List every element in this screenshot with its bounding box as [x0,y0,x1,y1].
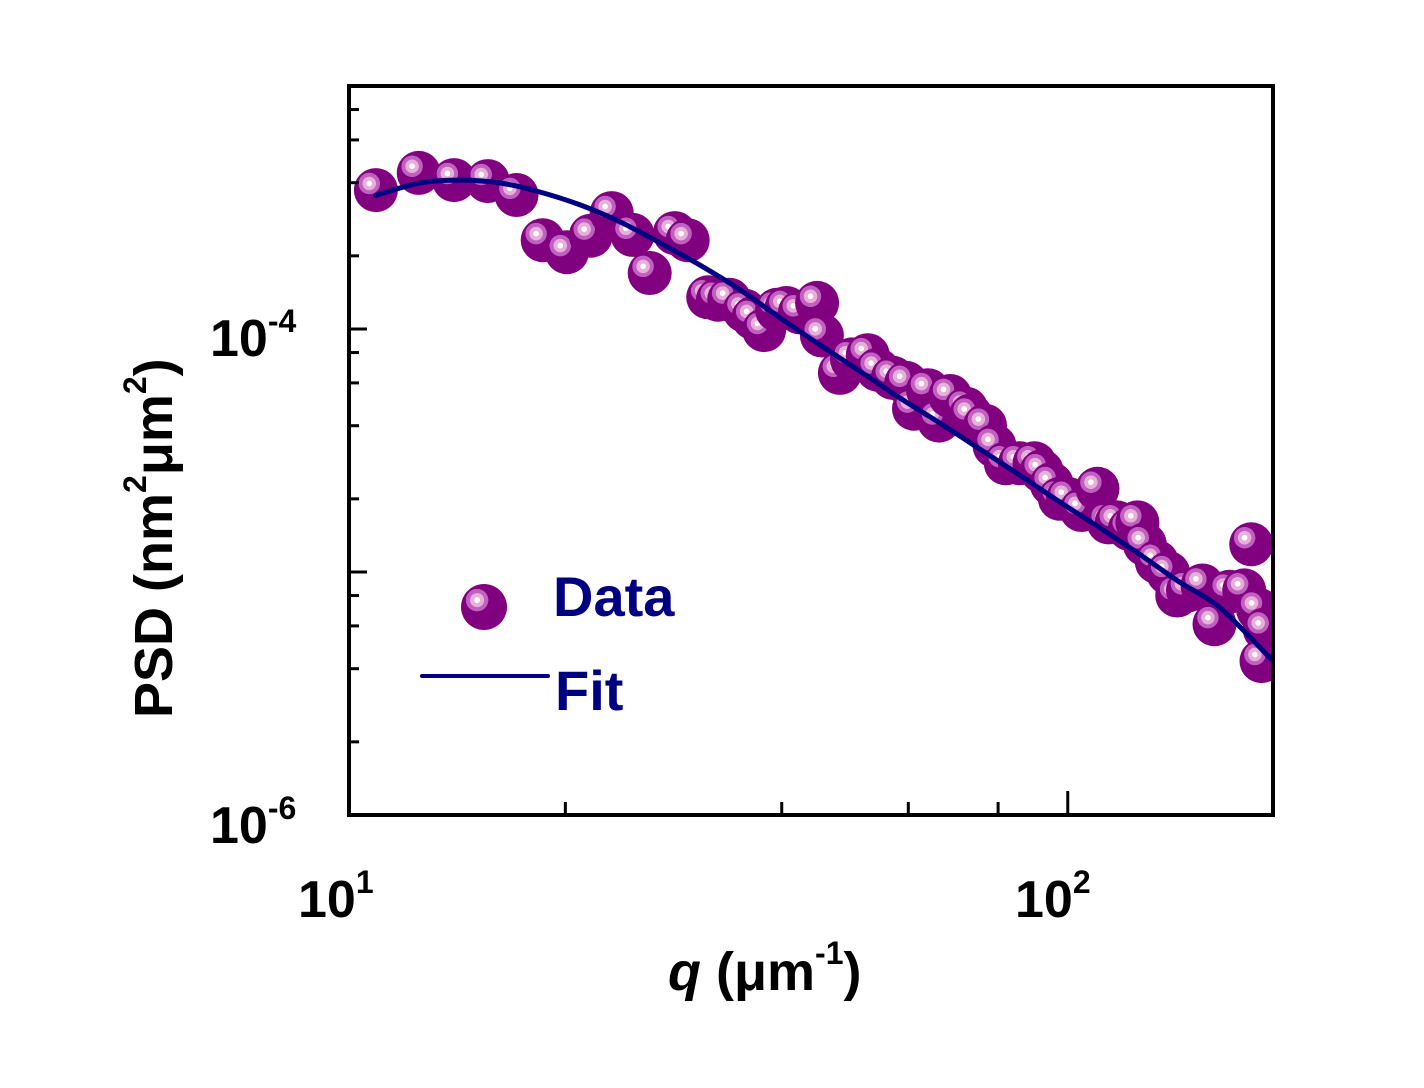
data-point [627,251,672,295]
x-tick-label-10: 101 [298,864,374,929]
data-point [353,168,398,213]
x-tick-label-100: 102 [1015,864,1091,929]
y-tick-label-1e-4: 10-4 [210,303,297,368]
data-point [1075,466,1120,511]
data-point [494,173,539,217]
legend: Data Fit [420,565,675,722]
y-axis-title: PSD (nm2μm2) [117,358,184,718]
fit-layer [373,177,1273,664]
data-layer [353,150,1273,684]
data-point [795,280,840,325]
axis-ticks [349,108,1070,815]
plot-frame [347,84,1275,817]
x-axis-title: q (μm-1) [668,935,861,1002]
data-point [1229,522,1273,567]
y-tick-label-1e-6: 10-6 [210,790,296,855]
legend-marker-data [461,584,507,630]
fit-line [373,177,1273,664]
legend-label-fit: Fit [555,659,623,722]
legend-label-data: Data [553,565,675,628]
data-point [799,313,844,358]
